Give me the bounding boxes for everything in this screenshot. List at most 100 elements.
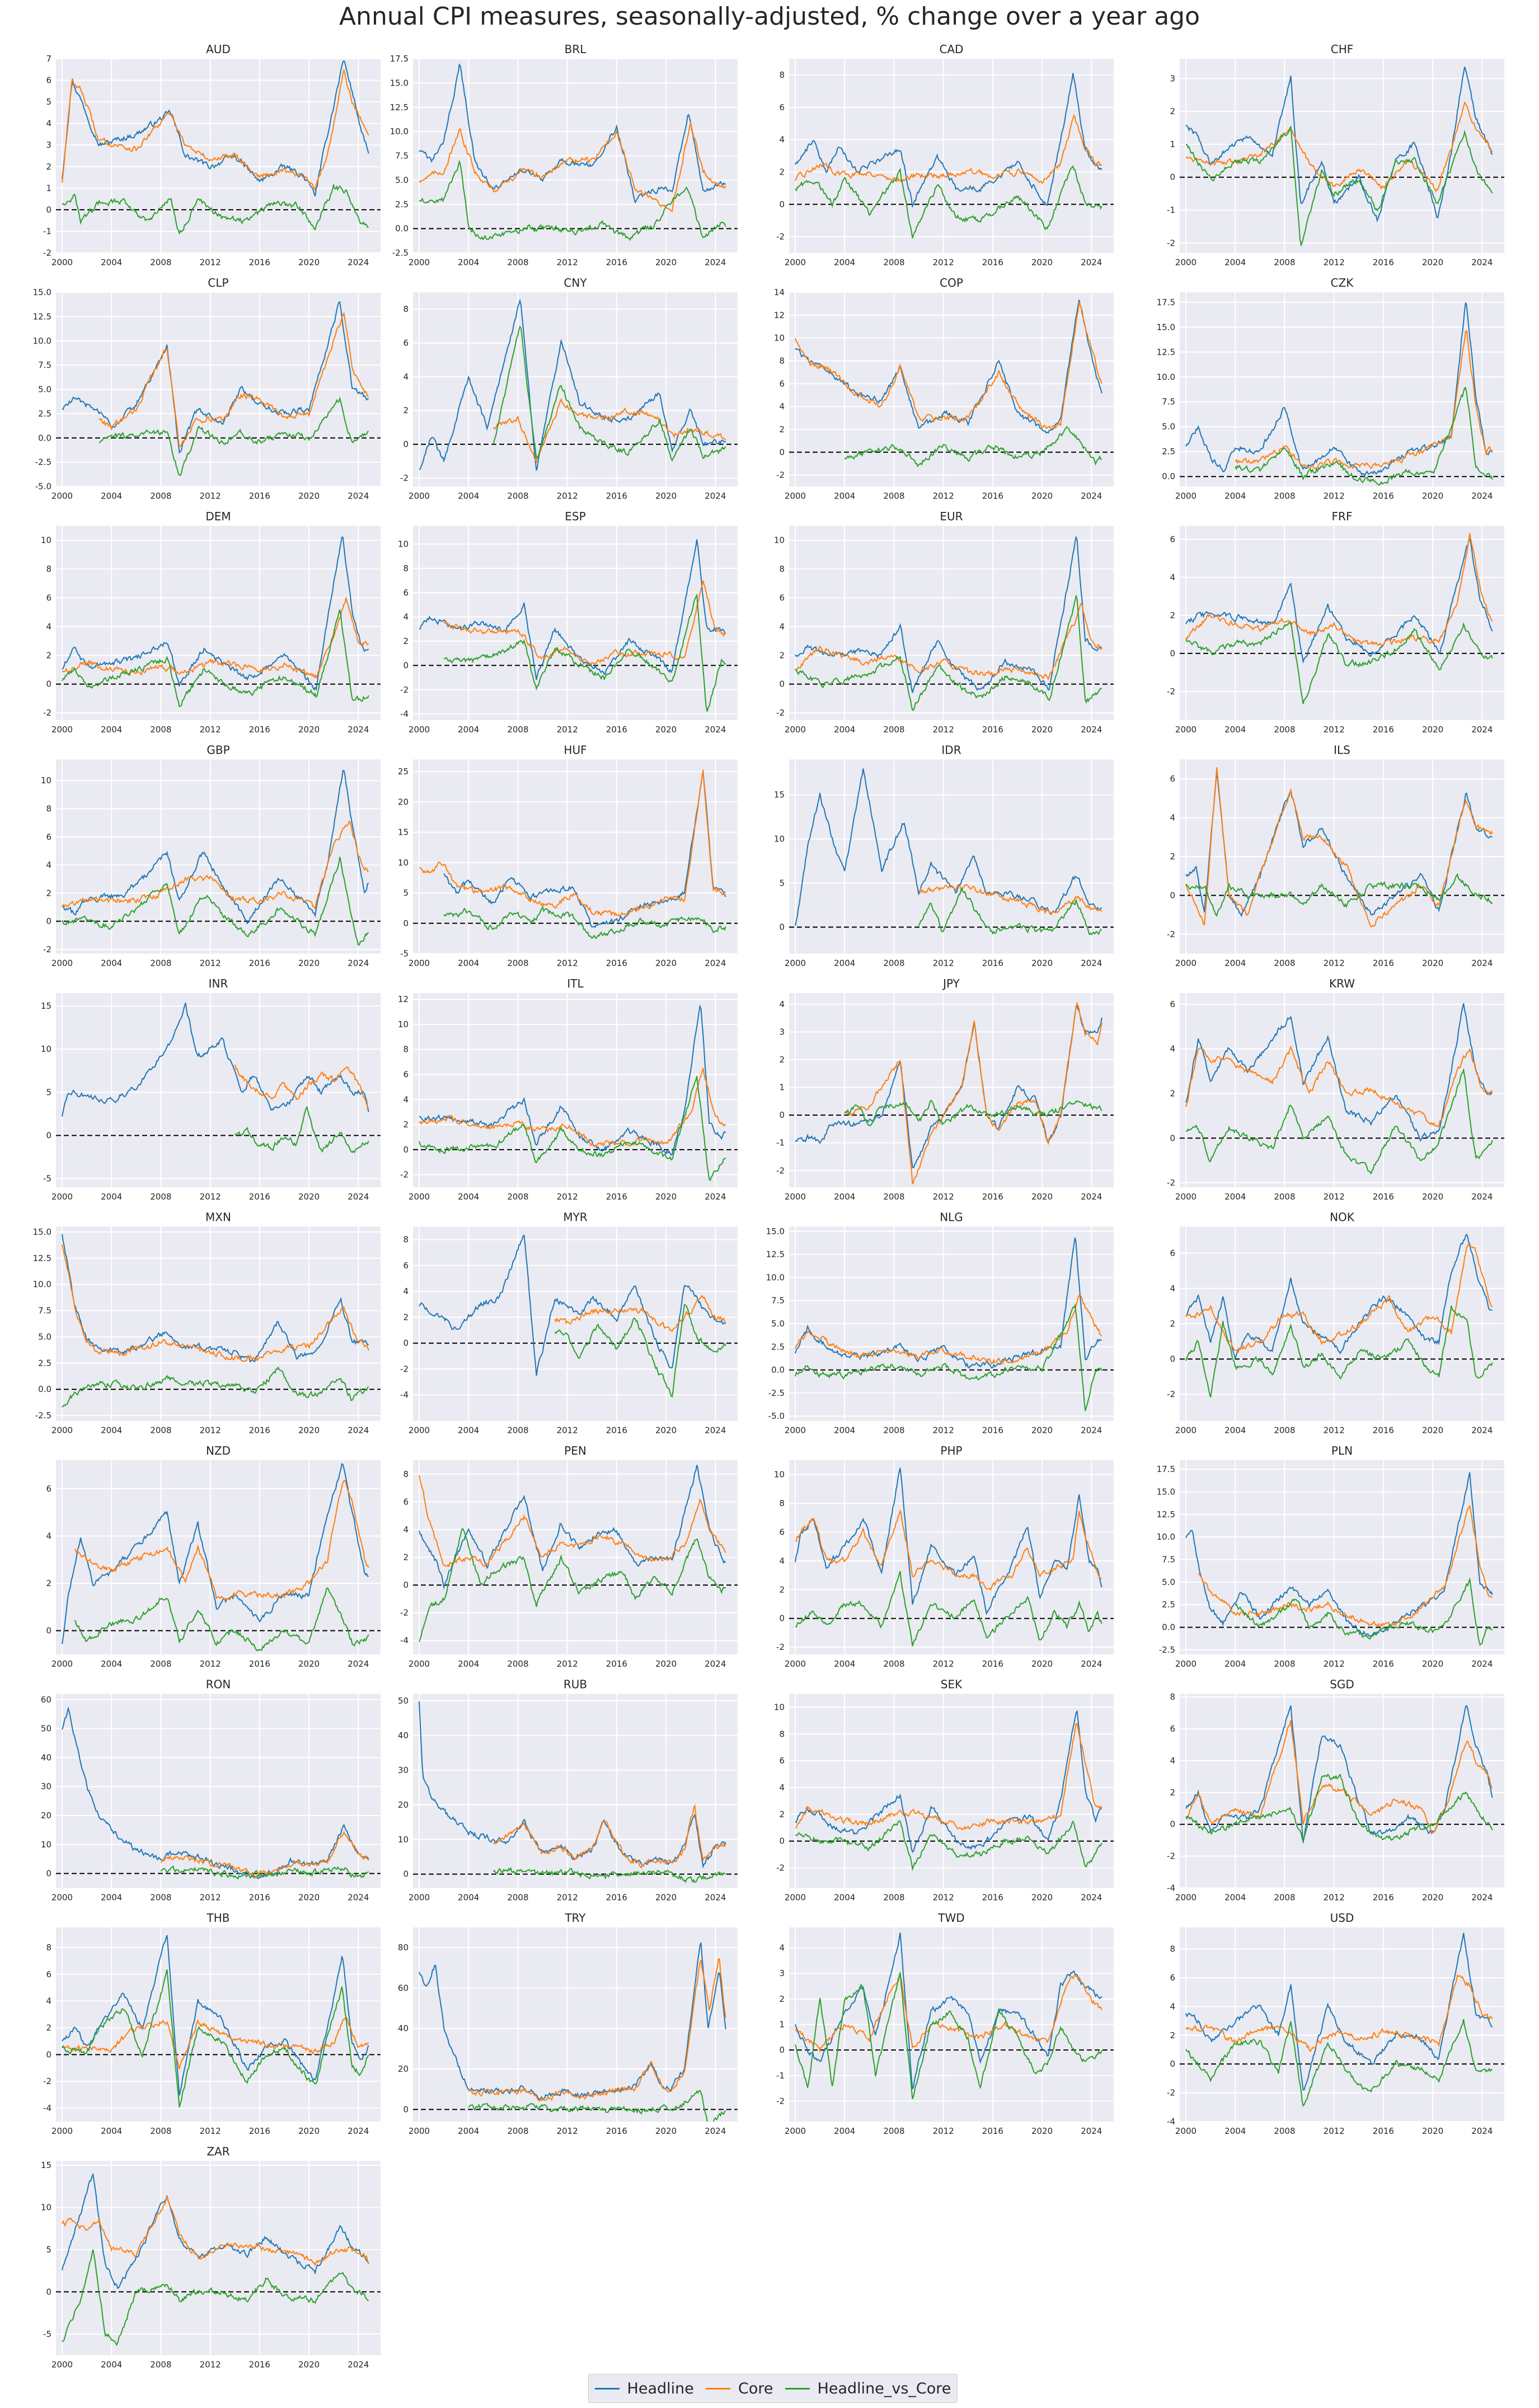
x-tick-label: 2004 [101,1192,122,1202]
x-tick-label: 2008 [507,1192,528,1202]
x-tick-label: 2008 [883,1426,904,1436]
y-tick-label: 2.5 [1162,1600,1175,1610]
panel-title: NOK [1330,1211,1355,1224]
y-tick-label: 2 [403,636,409,646]
panel-title: CAD [939,43,963,56]
x-tick-label: 2008 [883,491,904,501]
y-tick-label: 12.5 [33,312,51,322]
panel-background [789,1460,1114,1654]
x-tick-label: 2024 [1471,1192,1493,1202]
panel-nok: -2 0 2 4 6 2000 2004 2008 2012 2016 2020 2024 NOK [1167,1211,1504,1436]
x-tick-label: 2020 [1031,491,1053,501]
y-tick-label: 10 [774,834,785,844]
y-tick-label: 10 [41,2202,51,2212]
y-tick-label: 10 [398,1019,409,1029]
y-tick-label: 0 [46,205,51,215]
panel-chf: -2 -1 0 1 2 3 2000 2004 2008 2012 2016 2020 2024 CHF [1167,43,1504,267]
x-tick-label: 2012 [557,2126,578,2136]
series-core [492,1804,726,1869]
series-core [419,121,726,212]
series-core [1235,330,1493,469]
x-tick-label: 2024 [348,2126,369,2136]
series-headline-vs-core [795,594,1102,711]
y-tick-label: 0.0 [1162,1622,1175,1633]
y-tick-label: 5 [46,97,51,107]
legend-item-core: Core [705,2380,773,2397]
y-tick-label: 6 [403,1497,409,1507]
x-tick-label: 2000 [785,725,806,735]
panel-background [413,993,738,1187]
panel-nzd: 0 2 4 6 2000 2004 2008 2012 2016 2020 2024 NZD [46,1444,381,1669]
x-tick-label: 2020 [1031,958,1053,968]
panel-cop: -2 0 2 4 6 8 10 12 14 2000 2004 2008 2012 2016 2020 202… [774,276,1114,501]
y-tick-label: 2.5 [38,408,51,418]
y-tick-label: -4 [400,709,409,719]
y-tick-label: 4 [779,402,785,412]
x-tick-label: 2012 [1324,1192,1345,1202]
x-tick-label: 2020 [1031,2126,1053,2136]
y-tick-label: 6 [779,379,785,389]
x-tick-label: 2016 [982,1426,1003,1436]
x-tick-label: 2024 [1471,1426,1493,1436]
series-core [1185,1974,1493,2052]
y-tick-label: 10.0 [33,336,51,346]
series-core [795,1294,1102,1365]
x-tick-label: 2016 [982,1659,1003,1669]
y-tick-label: -1 [43,226,51,236]
panel-title: TRY [564,1911,586,1925]
x-tick-label: 2024 [348,257,369,267]
x-tick-label: 2000 [1175,1426,1197,1436]
series-headline [419,298,726,471]
panel-background [1180,292,1504,487]
series-headline-vs-core [795,1571,1102,1647]
y-tick-label: 6 [1170,774,1175,784]
y-tick-label: 8 [403,1235,409,1245]
panel-background [56,1226,381,1421]
panel-title: PLN [1331,1444,1353,1457]
panel-background [1180,993,1504,1187]
y-tick-label: -2 [1167,686,1175,697]
x-tick-label: 2012 [200,2360,221,2370]
y-tick-label: -2 [400,1170,409,1180]
x-tick-label: 2004 [834,725,855,735]
panel-title: NZD [206,1444,231,1457]
x-tick-label: 2020 [655,1426,677,1436]
y-tick-label: -5 [400,949,409,959]
x-tick-label: 2012 [200,1426,221,1436]
y-tick-label: 17.5 [1157,297,1175,307]
y-tick-label: 0 [1170,1819,1175,1829]
y-tick-label: 15.0 [1157,1487,1175,1497]
panel-background [56,59,381,253]
y-tick-label: 6 [46,1484,51,1494]
series-headline [62,770,369,925]
panel-background [56,1694,381,1888]
y-tick-label: 4 [46,1996,51,2006]
x-tick-label: 2000 [785,1426,806,1436]
x-tick-label: 2012 [933,257,954,267]
x-tick-label: 2008 [150,1893,171,1903]
y-tick-label: 4 [1170,1044,1175,1054]
panel-background [413,1927,738,2122]
y-tick-label: 15.0 [1157,322,1175,332]
x-tick-label: 2004 [834,2126,855,2136]
series-headline-vs-core [419,1527,726,1642]
series-headline-vs-core [844,1099,1102,1126]
panel-background [1180,1460,1504,1654]
y-tick-label: 10 [41,775,51,786]
y-tick-label: -2 [43,248,51,258]
x-tick-label: 2008 [1274,725,1295,735]
panel-background [1180,59,1504,253]
y-tick-label: -1 [776,1138,785,1148]
x-tick-label: 2000 [1175,958,1197,968]
y-tick-label: -2 [776,470,785,480]
x-tick-label: 2000 [51,1893,73,1903]
y-tick-label: 3 [46,140,51,150]
y-tick-label: 5 [46,1087,51,1097]
x-tick-label: 2004 [101,725,122,735]
x-tick-label: 2012 [1324,1893,1345,1903]
y-tick-label: 0 [779,1614,785,1624]
series-headline-vs-core [1185,2019,1493,2107]
x-tick-label: 2000 [409,257,430,267]
x-tick-label: 2008 [150,2360,171,2370]
panel-ils: -2 0 2 4 6 2000 2004 2008 2012 2016 2020 2024 ILS [1167,744,1504,968]
